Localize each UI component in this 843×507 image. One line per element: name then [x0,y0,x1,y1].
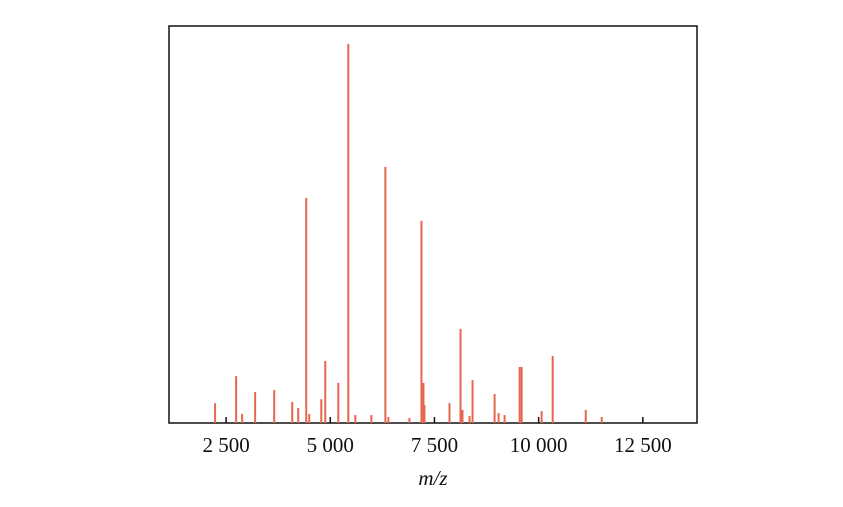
x-tick-label: 10 000 [510,433,568,457]
plot-frame [168,25,698,424]
x-tick-label: 7 500 [411,433,458,457]
x-axis-label: m/z [418,466,447,490]
x-tick-label: 2 500 [202,433,249,457]
x-tick-label: 12 500 [614,433,672,457]
x-tick-label: 5 000 [307,433,354,457]
